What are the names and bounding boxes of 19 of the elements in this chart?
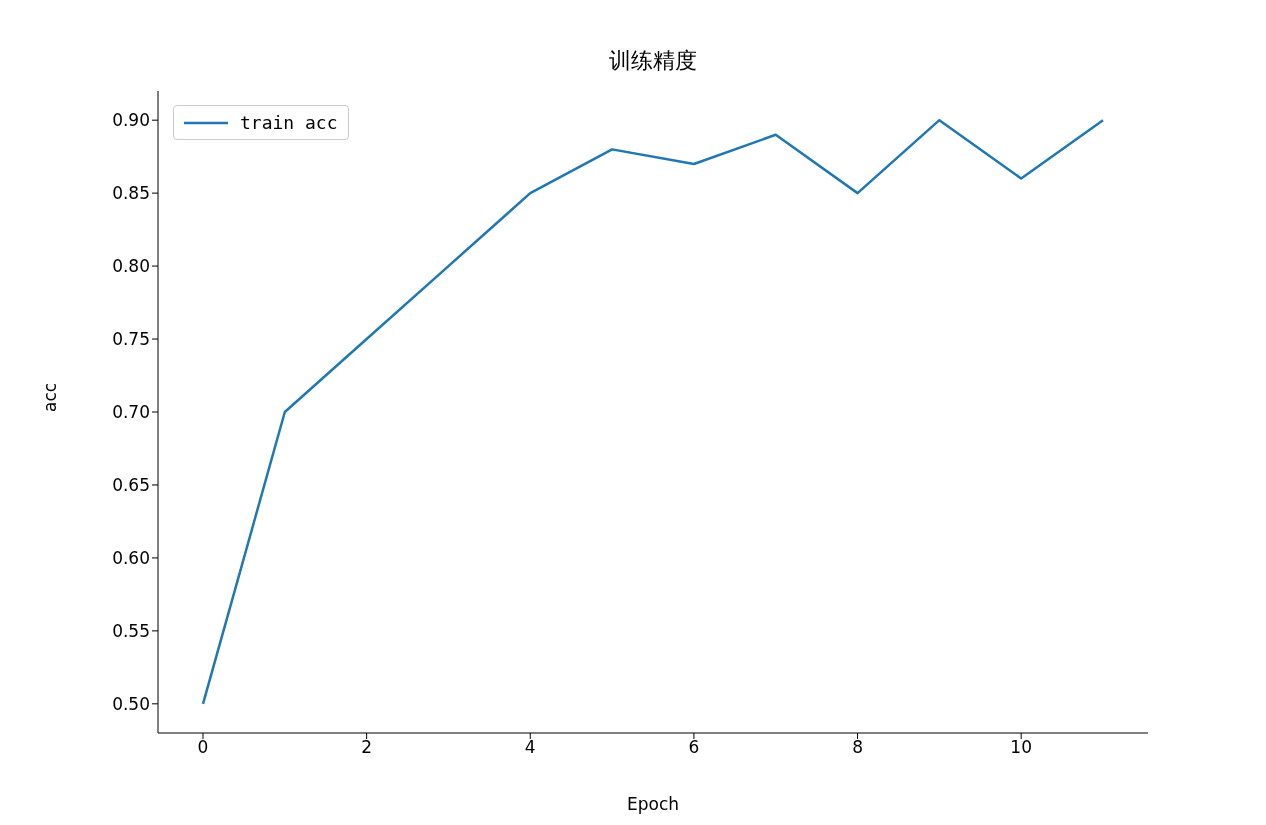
y-tick-label: 0.50 xyxy=(112,693,150,714)
y-tick-label: 0.65 xyxy=(112,474,150,495)
x-tick-label: 0 xyxy=(197,737,209,758)
x-tick-label: 2 xyxy=(361,737,373,758)
y-axis-title: acc xyxy=(40,382,61,412)
x-axis-title: Epoch xyxy=(626,794,680,814)
y-tick-label: 0.75 xyxy=(112,329,150,350)
x-tick-label: 4 xyxy=(524,737,536,758)
y-tick-label: 0.85 xyxy=(112,183,150,204)
y-tick-label: 0.60 xyxy=(112,547,150,568)
x-tick-label: 8 xyxy=(852,737,863,758)
x-tick-label: 6 xyxy=(688,737,700,758)
chart-title: 训练精度 xyxy=(608,47,698,75)
legend-label: train acc xyxy=(240,112,338,133)
y-tick-label: 0.80 xyxy=(112,256,150,277)
y-tick-label: 0.55 xyxy=(112,620,150,641)
x-tick-label: 10 xyxy=(1010,737,1032,758)
y-tick-label: 0.90 xyxy=(112,110,150,131)
y-tick-label: 0.70 xyxy=(112,402,150,423)
